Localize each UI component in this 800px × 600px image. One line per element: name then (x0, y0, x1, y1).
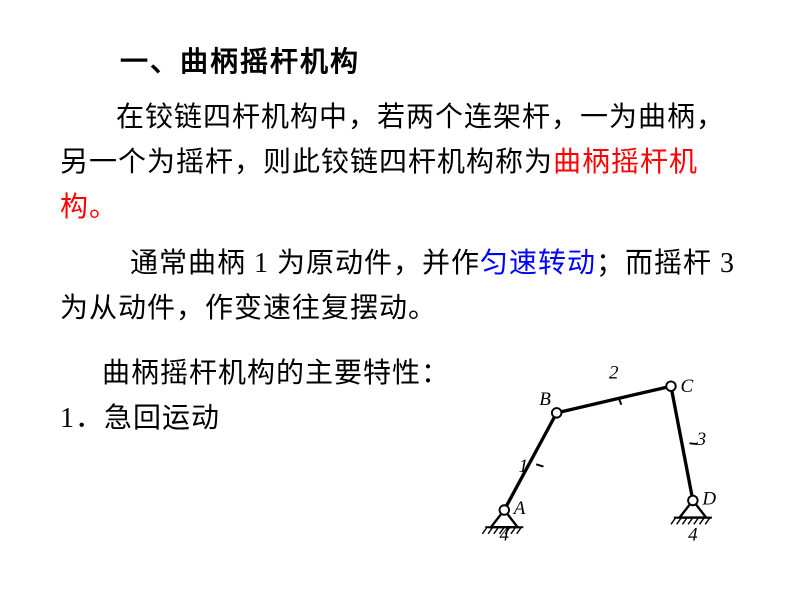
svg-text:3: 3 (696, 429, 707, 450)
svg-text:2: 2 (609, 363, 619, 384)
svg-text:B: B (539, 389, 551, 410)
para2-plain-a: 通常曲柄 1 为原动件，并作 (130, 248, 480, 279)
svg-text:4: 4 (500, 524, 510, 545)
svg-text:A: A (512, 498, 526, 519)
svg-text:4: 4 (688, 524, 698, 545)
section-heading: 一、曲柄摇杆机构 (120, 40, 740, 80)
paragraph-1: 在铰链四杆机构中，若两个连架杆，一为曲柄，另一个为摇杆，则此铰链四杆机构称为曲柄… (60, 96, 740, 230)
svg-text:D: D (701, 488, 716, 509)
four-bar-linkage-diagram: A B C D 1 2 3 4 4 (440, 350, 740, 550)
svg-text:1: 1 (519, 456, 529, 477)
para2-highlight-blue: 匀速转动 (480, 248, 596, 279)
paragraph-2: 通常曲柄 1 为原动件，并作匀速转动；而摇杆 3 为从动件，作变速往复摆动。 (60, 242, 740, 332)
svg-text:C: C (680, 376, 693, 397)
